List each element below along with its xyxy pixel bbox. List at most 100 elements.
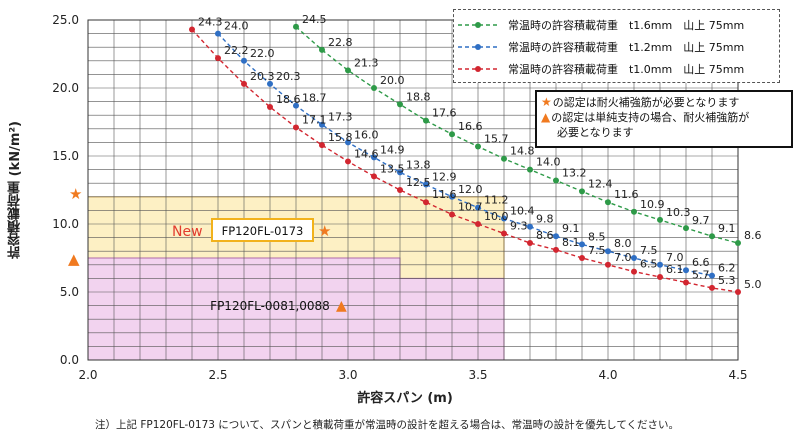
data-label: 7.0 — [614, 251, 632, 264]
data-point — [423, 199, 429, 206]
data-label: 17.3 — [328, 111, 353, 124]
data-point — [709, 284, 715, 291]
data-point — [397, 169, 403, 176]
data-point — [553, 177, 559, 184]
legend-label-t16: 常温時の許容積載荷重 t1.6mm 山上 75mm — [508, 19, 745, 32]
data-point — [475, 221, 481, 227]
new-label: New — [172, 224, 203, 240]
y-tick-label: 20.0 — [52, 81, 79, 95]
data-label: 24.0 — [224, 20, 249, 33]
data-point — [449, 131, 455, 138]
data-point — [345, 158, 351, 165]
data-point — [527, 223, 533, 230]
legend-item-t12: 常温時の許容積載荷重 t1.2mm 山上 75mm — [458, 37, 744, 57]
triangle-icon: ▲ — [541, 110, 551, 124]
data-point — [605, 248, 611, 255]
data-point — [527, 166, 533, 173]
data-label: 18.8 — [406, 90, 431, 103]
data-label: 20.3 — [276, 70, 301, 83]
note-triangle-text: の認定は単純支持の場合、耐火補強筋が — [551, 111, 750, 124]
data-point — [449, 193, 455, 200]
legend-label-t10: 常温時の許容積載荷重 t1.0mm 山上 75mm — [508, 63, 745, 76]
legend-item-t10: 常温時の許容積載荷重 t1.0mm 山上 75mm — [458, 59, 744, 79]
data-label: 10.0 — [484, 210, 509, 223]
fp0081-triangle-icon: ▲ — [336, 298, 347, 314]
data-label: 24.5 — [302, 13, 327, 26]
fp0173-label: FP120FL-0173 — [222, 224, 304, 238]
chart-grid — [87, 19, 739, 361]
data-label: 8.6 — [536, 229, 554, 242]
data-point — [371, 154, 377, 161]
data-point — [241, 80, 247, 87]
data-label: 8.5 — [588, 230, 606, 243]
star-icon: ★ — [541, 95, 552, 109]
data-point — [319, 46, 325, 53]
x-tick-label: 4.0 — [598, 368, 617, 382]
data-label: 8.0 — [614, 237, 632, 250]
data-label: 7.5 — [640, 244, 658, 257]
y-axis-label-text: 許容積載荷重 (kN/m²) — [7, 121, 23, 259]
data-label: 18.6 — [276, 93, 301, 106]
data-label: 8.6 — [744, 229, 762, 242]
data-label: 12.9 — [432, 171, 457, 184]
data-label: 14.8 — [510, 145, 535, 158]
note-star-line: ★ の認定は耐火補強筋が必要となります — [541, 95, 787, 110]
data-point — [709, 233, 715, 240]
legend-swatch-red — [458, 66, 498, 72]
chart-annotations: New FP120FL-0173 ★ FP120FL-0081,0088 ▲ — [172, 218, 347, 314]
data-point — [319, 121, 325, 128]
data-label: 9.1 — [562, 222, 580, 235]
data-point — [215, 55, 221, 62]
data-label: 6.2 — [718, 262, 736, 275]
data-point — [371, 85, 377, 91]
data-point — [423, 181, 429, 188]
data-point — [579, 241, 585, 248]
data-point — [345, 67, 351, 74]
data-point — [449, 211, 455, 218]
data-label: 6.6 — [692, 256, 710, 269]
series-line-1 — [217, 33, 713, 277]
data-label: 22.2 — [224, 44, 249, 57]
data-point — [345, 139, 351, 146]
data-label: 15.7 — [484, 132, 509, 145]
data-point — [241, 57, 247, 64]
y-tick-label: 0.0 — [60, 353, 79, 367]
data-label: 7.0 — [666, 251, 684, 264]
data-label: 8.1 — [562, 236, 580, 249]
data-label: 5.3 — [718, 274, 736, 287]
legend-swatch-green — [458, 22, 498, 28]
data-point — [397, 101, 403, 108]
fp0173-box — [211, 218, 314, 242]
y-tick-label: 5.0 — [60, 285, 79, 299]
data-point — [631, 208, 637, 215]
data-point — [423, 117, 429, 124]
data-label: 6.5 — [640, 258, 658, 271]
left-star-icon: ★ — [69, 185, 83, 203]
data-label: 18.7 — [302, 92, 327, 105]
data-label: 17.6 — [432, 107, 457, 120]
data-point — [709, 272, 715, 279]
data-point — [553, 233, 559, 240]
data-point — [319, 142, 325, 149]
data-point — [293, 102, 299, 109]
data-label: 13.2 — [562, 166, 587, 179]
data-label: 11.2 — [484, 194, 509, 207]
data-point — [657, 274, 663, 281]
left-triangle-icon: ▲ — [68, 250, 80, 268]
data-point — [501, 215, 507, 222]
data-label: 12.4 — [588, 177, 613, 190]
fp0173-star-icon: ★ — [318, 222, 331, 240]
data-label: 10.3 — [666, 206, 691, 219]
data-label: 11.6 — [432, 188, 457, 201]
data-point — [527, 240, 533, 247]
x-tick-label: 2.0 — [78, 368, 97, 382]
data-point — [267, 104, 273, 111]
footnote: 注）上記 FP120FL-0173 について、スパンと積載荷重が常温時の設計を超… — [95, 419, 680, 431]
data-point — [475, 204, 481, 211]
data-label: 7.5 — [588, 244, 606, 257]
chart-axes: 2.0 2.5 3.0 3.5 4.0 4.5 0.0 5.0 10.0 15.0 20.0 25.0 — [52, 13, 747, 382]
data-label: 21.3 — [354, 56, 379, 69]
x-tick-label: 3.0 — [338, 368, 357, 382]
data-point — [501, 155, 507, 162]
